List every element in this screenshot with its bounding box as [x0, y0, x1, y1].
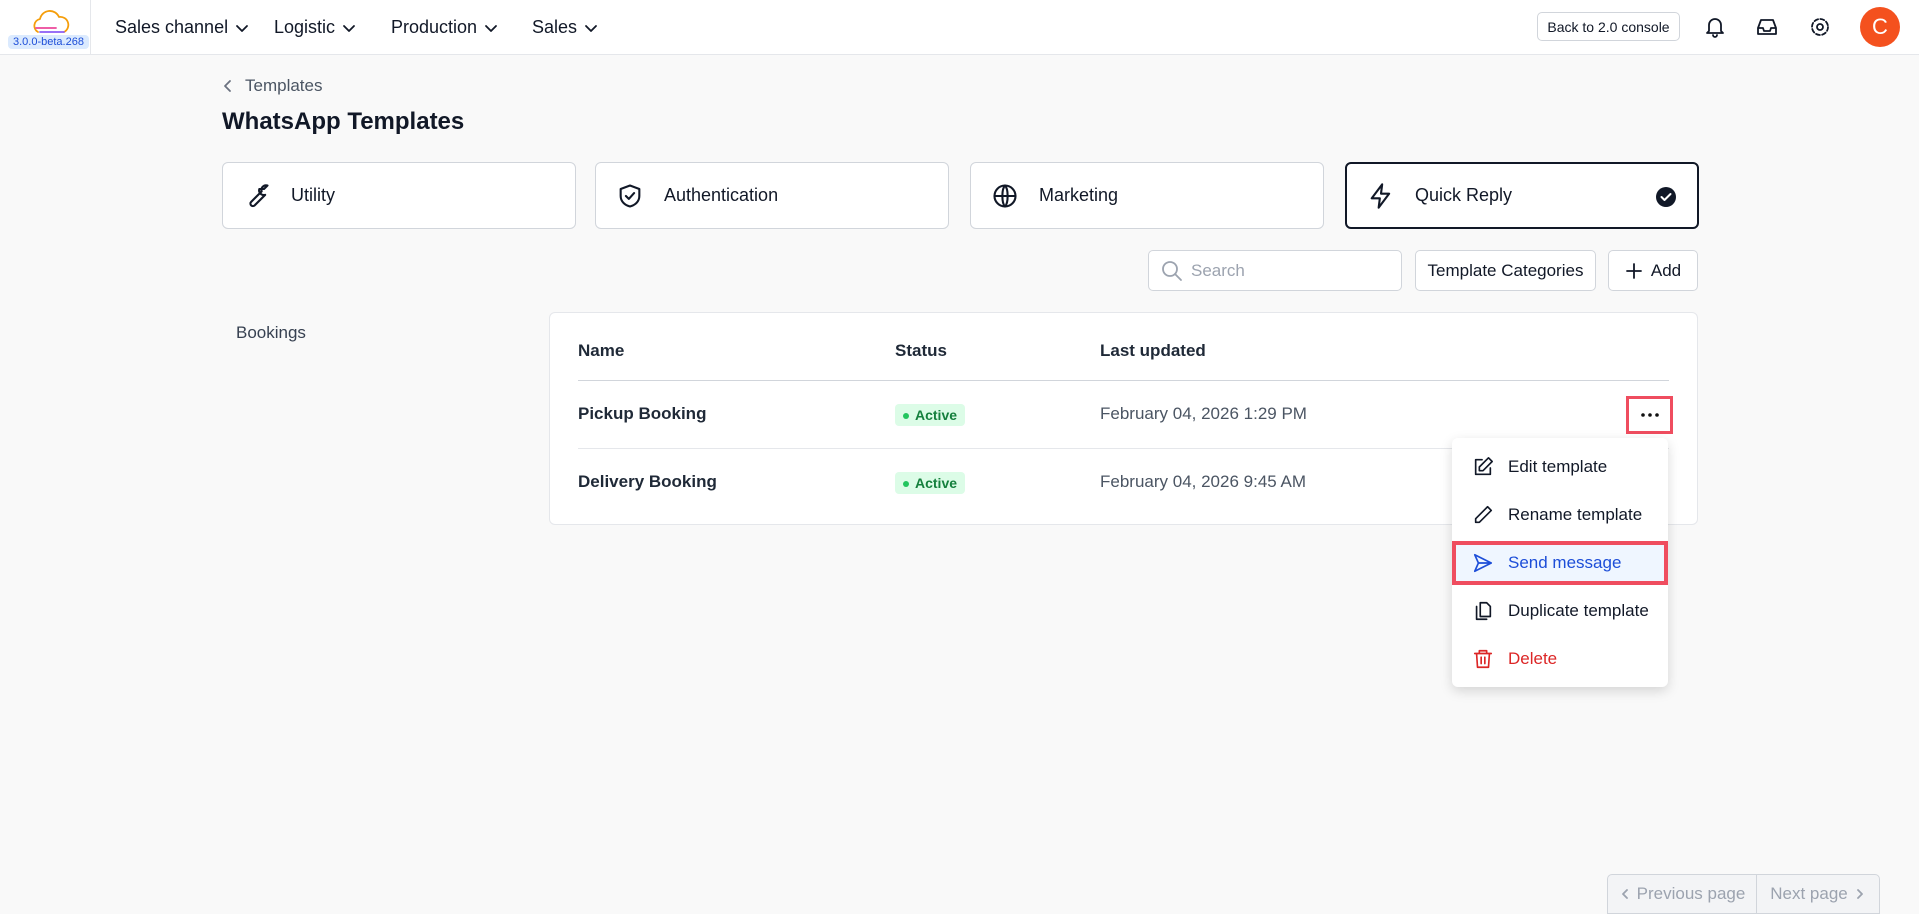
trash-icon — [1473, 649, 1493, 669]
search-icon — [1162, 260, 1182, 281]
chevron — [485, 24, 497, 32]
top-bar: 3.0.0-beta.268 Sales channel Logistic Pr… — [0, 0, 1919, 55]
row-date: February 04, 2026 9:45 AM — [1100, 472, 1307, 491]
add-button[interactable]: Add — [1608, 250, 1698, 291]
tab-label: Utility — [291, 185, 335, 205]
column-header: Last updated — [1100, 341, 1206, 360]
version-badge: 3.0.0-beta.268 — [8, 35, 89, 49]
column-header: Status — [895, 341, 947, 360]
placeholder: Search — [1191, 260, 1245, 280]
nav-item[interactable]: Logistic — [274, 17, 357, 38]
nav-item[interactable]: Sales — [532, 17, 599, 38]
chevron — [236, 24, 248, 32]
status-badge: Active — [895, 472, 966, 494]
context-menu: Edit template Rename template Send messa… — [1452, 438, 1668, 687]
inbox-icon[interactable] — [1755, 15, 1779, 39]
menu-item-highlighted[interactable]: Send message — [1452, 541, 1668, 585]
dots-icon — [1640, 413, 1659, 417]
menu-item[interactable]: Delete — [1452, 637, 1668, 681]
button-label: Next page — [1770, 884, 1848, 903]
tab-selected[interactable]: Quick Reply — [1345, 162, 1699, 229]
row-date: February 04, 2026 1:29 PM — [1100, 404, 1307, 423]
nav-label: Sales — [532, 17, 578, 37]
menu-label: Send message — [1508, 553, 1622, 572]
chevron — [585, 24, 597, 32]
menu-item[interactable]: Edit template — [1452, 445, 1668, 489]
copy-icon — [1475, 601, 1492, 621]
wrench-icon — [249, 183, 269, 207]
row-divider — [578, 448, 1669, 449]
categories-button[interactable]: Template Categories — [1415, 250, 1596, 291]
send-icon — [1473, 553, 1493, 573]
nav-item[interactable]: Sales channel — [115, 17, 250, 38]
menu-item[interactable]: Duplicate template — [1452, 589, 1668, 633]
breadcrumb[interactable]: Templates — [245, 76, 323, 95]
console-button[interactable]: Back to 2.0 console — [1537, 12, 1680, 41]
divider — [90, 0, 91, 55]
tab-label: Quick Reply — [1415, 185, 1513, 205]
menu-label: Delete — [1508, 649, 1558, 668]
settings-icon[interactable] — [1808, 15, 1832, 39]
tab[interactable]: Marketing — [970, 162, 1324, 229]
nav-label: Logistic — [274, 17, 336, 37]
sidebar-category[interactable]: Bookings — [236, 323, 306, 342]
shield-icon — [619, 183, 641, 208]
row-name[interactable]: Pickup Booking — [578, 404, 707, 423]
previous-button[interactable]: Previous page — [1608, 875, 1757, 913]
pencil-icon — [1474, 505, 1493, 524]
bell-icon[interactable] — [1703, 15, 1727, 39]
menu-label: Edit template — [1508, 457, 1608, 476]
search-input[interactable]: Search — [1148, 250, 1402, 291]
globe-icon — [993, 183, 1017, 208]
nav-label: Sales channel — [115, 17, 229, 37]
pagination: Previous page Next page — [1607, 874, 1880, 914]
button-label: Add — [1650, 260, 1682, 280]
tab-label: Authentication — [664, 185, 779, 205]
next-button[interactable]: Next page — [1757, 875, 1879, 913]
back-chevron[interactable] — [221, 79, 235, 93]
plus-icon — [1625, 262, 1642, 279]
menu-item[interactable]: Rename template — [1452, 493, 1668, 537]
bolt-icon — [1370, 182, 1391, 209]
row-name[interactable]: Delivery Booking — [578, 472, 717, 491]
check-icon — [1656, 187, 1676, 207]
column-header: Name — [578, 341, 625, 360]
status-badge: Active — [895, 404, 966, 426]
chevron — [343, 24, 355, 32]
button-label: Previous page — [1636, 884, 1746, 903]
header-divider — [578, 380, 1669, 381]
tab[interactable]: Authentication — [595, 162, 949, 229]
avatar[interactable]: C — [1860, 7, 1900, 47]
more-button[interactable] — [1626, 396, 1673, 434]
tab[interactable]: Utility — [222, 162, 576, 229]
edit-icon — [1474, 457, 1493, 476]
chevron — [1856, 889, 1863, 899]
nav-label: Production — [391, 17, 478, 37]
tab-label: Marketing — [1039, 185, 1119, 205]
logo — [33, 10, 70, 33]
chevron — [1621, 889, 1628, 899]
nav-item[interactable]: Production — [391, 17, 499, 38]
page-title: WhatsApp Templates — [222, 108, 465, 135]
menu-label: Rename template — [1508, 505, 1643, 524]
menu-label: Duplicate template — [1508, 601, 1649, 620]
